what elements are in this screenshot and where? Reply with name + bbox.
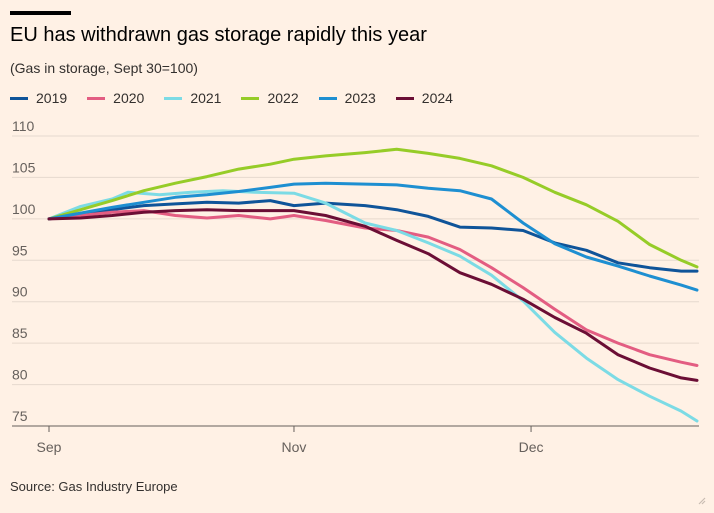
legend-swatch	[395, 96, 414, 100]
legend-swatch	[87, 96, 106, 100]
y-tick-label: 95	[12, 242, 28, 258]
legend-swatch	[10, 96, 28, 100]
legend-swatch	[241, 96, 260, 100]
legend-label: 2023	[344, 90, 376, 106]
legend-swatch	[318, 96, 337, 100]
legend-item-2024: 2024	[395, 90, 453, 106]
y-tick-label: 90	[12, 284, 28, 300]
legend-label: 2021	[190, 90, 222, 106]
chart-subtitle: (Gas in storage, Sept 30=100)	[10, 60, 198, 76]
ft-brand-bar	[10, 11, 71, 15]
series-line-2020	[47, 209, 699, 367]
legend-item-2021: 2021	[164, 90, 221, 106]
y-tick-label: 110	[12, 118, 35, 134]
legend-label: 2020	[113, 90, 145, 106]
legend-item-2020: 2020	[87, 90, 144, 106]
x-tick-label: Dec	[519, 439, 544, 455]
series-line-2023	[47, 181, 699, 292]
legend-label: 2019	[36, 90, 68, 106]
chart-title: EU has withdrawn gas storage rapidly thi…	[10, 24, 427, 46]
x-tick-label: Sep	[37, 439, 62, 455]
legend-label: 2022	[267, 90, 299, 106]
legend-item-2019: 2019	[10, 90, 67, 106]
resize-handle-icon[interactable]	[696, 495, 706, 505]
y-tick-label: 100	[12, 201, 36, 217]
x-tick-label: Nov	[282, 439, 307, 455]
legend-item-2022: 2022	[241, 90, 299, 106]
legend-label: 2024	[421, 90, 453, 106]
series-line-2019	[47, 199, 699, 273]
legend-item-2023: 2023	[318, 90, 376, 106]
chart-legend: 2019 2020 2021 2022 2023 2024	[10, 90, 473, 106]
series-line-2022	[47, 147, 699, 269]
y-tick-label: 105	[12, 159, 36, 175]
y-tick-label: 85	[12, 325, 28, 341]
source-note: Source: Gas Industry Europe	[10, 479, 178, 494]
series-line-2021	[47, 189, 699, 423]
y-tick-label: 75	[12, 408, 28, 424]
series-line-2024	[47, 208, 699, 382]
y-tick-label: 80	[12, 367, 28, 383]
legend-swatch	[164, 96, 183, 100]
